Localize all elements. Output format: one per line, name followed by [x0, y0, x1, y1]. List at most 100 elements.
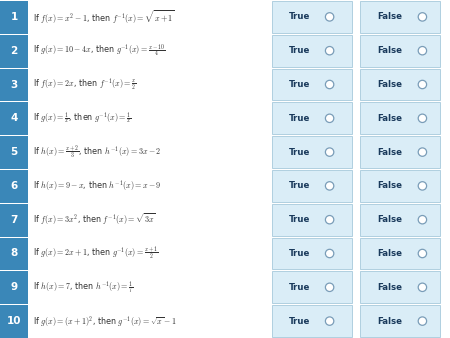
Text: 3: 3	[10, 79, 18, 90]
FancyBboxPatch shape	[0, 204, 28, 237]
FancyBboxPatch shape	[0, 170, 28, 203]
Circle shape	[418, 47, 427, 55]
FancyBboxPatch shape	[272, 170, 352, 202]
Circle shape	[418, 182, 427, 190]
Circle shape	[418, 148, 427, 156]
Text: If $h(x) = 7$, then $h^{-1}(x) = \frac{1}{7}$: If $h(x) = 7$, then $h^{-1}(x) = \frac{1…	[33, 279, 134, 295]
Text: False: False	[377, 317, 402, 325]
Circle shape	[325, 182, 334, 190]
Circle shape	[418, 80, 427, 89]
Text: False: False	[377, 114, 402, 123]
Circle shape	[325, 148, 334, 156]
Text: If $f(x) = 3x^2$, then $f^{-1}(x) = \sqrt{3x}$: If $f(x) = 3x^2$, then $f^{-1}(x) = \sqr…	[33, 212, 156, 227]
Text: 2: 2	[10, 46, 18, 56]
FancyBboxPatch shape	[360, 305, 440, 337]
Text: If $h(x) = 9 - x$, then $h^{-1}(x) = x - 9$: If $h(x) = 9 - x$, then $h^{-1}(x) = x -…	[33, 178, 162, 193]
FancyBboxPatch shape	[360, 170, 440, 202]
Circle shape	[418, 216, 427, 224]
Text: If $f(x) = 2x$, then $f^{-1}(x) = \frac{x}{2}$: If $f(x) = 2x$, then $f^{-1}(x) = \frac{…	[33, 76, 137, 93]
Text: If $f(x) = x^2 - 1$, then $f^{-1}(x) = \sqrt{x+1}$: If $f(x) = x^2 - 1$, then $f^{-1}(x) = \…	[33, 8, 175, 26]
Circle shape	[325, 216, 334, 224]
Text: If $g(x) = 10 - 4x$, then $g^{-1}(x) = \frac{x-10}{4}$: If $g(x) = 10 - 4x$, then $g^{-1}(x) = \…	[33, 43, 165, 59]
Text: True: True	[289, 182, 310, 190]
Circle shape	[418, 249, 427, 258]
Circle shape	[325, 283, 334, 291]
Text: False: False	[377, 182, 402, 190]
FancyBboxPatch shape	[28, 102, 268, 135]
FancyBboxPatch shape	[28, 271, 268, 304]
FancyBboxPatch shape	[360, 35, 440, 67]
FancyBboxPatch shape	[272, 102, 352, 134]
Text: True: True	[289, 13, 310, 21]
FancyBboxPatch shape	[272, 204, 352, 236]
Text: 10: 10	[7, 316, 21, 326]
FancyBboxPatch shape	[360, 204, 440, 236]
Text: False: False	[377, 80, 402, 89]
Text: 7: 7	[10, 215, 18, 225]
FancyBboxPatch shape	[0, 1, 28, 34]
FancyBboxPatch shape	[360, 1, 440, 33]
FancyBboxPatch shape	[272, 238, 352, 269]
FancyBboxPatch shape	[272, 35, 352, 67]
Text: False: False	[377, 283, 402, 292]
FancyBboxPatch shape	[0, 238, 28, 270]
Circle shape	[418, 13, 427, 21]
Text: False: False	[377, 215, 402, 224]
FancyBboxPatch shape	[28, 69, 268, 101]
FancyBboxPatch shape	[28, 35, 268, 68]
Text: True: True	[289, 317, 310, 325]
Text: 8: 8	[10, 248, 18, 259]
Text: If $g(x) = 2x + 1$, then $g^{-1}(x) = \frac{x+1}{2}$: If $g(x) = 2x + 1$, then $g^{-1}(x) = \f…	[33, 245, 158, 262]
FancyBboxPatch shape	[0, 271, 28, 304]
Text: True: True	[289, 215, 310, 224]
FancyBboxPatch shape	[28, 170, 268, 203]
Text: If $g(x) = (x+1)^2$, then $g^{-1}(x) = \sqrt{x} - 1$: If $g(x) = (x+1)^2$, then $g^{-1}(x) = \…	[33, 314, 177, 329]
FancyBboxPatch shape	[360, 271, 440, 303]
Text: 9: 9	[10, 282, 18, 292]
Text: 4: 4	[10, 113, 18, 123]
FancyBboxPatch shape	[0, 136, 28, 169]
Circle shape	[418, 114, 427, 122]
FancyBboxPatch shape	[0, 305, 28, 338]
Circle shape	[325, 13, 334, 21]
Text: True: True	[289, 80, 310, 89]
Circle shape	[418, 317, 427, 325]
FancyBboxPatch shape	[272, 305, 352, 337]
Text: True: True	[289, 114, 310, 123]
Text: If $g(x) = \frac{1}{x}$, then $g^{-1}(x) = \frac{1}{x}$: If $g(x) = \frac{1}{x}$, then $g^{-1}(x)…	[33, 111, 132, 126]
Text: False: False	[377, 13, 402, 21]
Text: 5: 5	[10, 147, 18, 157]
FancyBboxPatch shape	[360, 102, 440, 134]
Circle shape	[325, 114, 334, 122]
FancyBboxPatch shape	[272, 271, 352, 303]
FancyBboxPatch shape	[272, 136, 352, 168]
Circle shape	[325, 249, 334, 258]
Text: 1: 1	[10, 12, 18, 22]
FancyBboxPatch shape	[0, 35, 28, 68]
Text: 6: 6	[10, 181, 18, 191]
FancyBboxPatch shape	[272, 1, 352, 33]
FancyBboxPatch shape	[28, 238, 268, 270]
Circle shape	[325, 80, 334, 89]
FancyBboxPatch shape	[360, 136, 440, 168]
Text: True: True	[289, 249, 310, 258]
Text: True: True	[289, 46, 310, 55]
FancyBboxPatch shape	[28, 136, 268, 169]
Text: True: True	[289, 283, 310, 292]
FancyBboxPatch shape	[28, 204, 268, 237]
Text: False: False	[377, 148, 402, 156]
FancyBboxPatch shape	[0, 69, 28, 101]
Circle shape	[325, 317, 334, 325]
FancyBboxPatch shape	[28, 1, 268, 34]
FancyBboxPatch shape	[28, 305, 268, 338]
FancyBboxPatch shape	[360, 238, 440, 269]
Text: If $h(x) = \frac{x+2}{3}$, then $h^{-1}(x) = 3x - 2$: If $h(x) = \frac{x+2}{3}$, then $h^{-1}(…	[33, 144, 161, 161]
FancyBboxPatch shape	[360, 69, 440, 100]
Circle shape	[325, 47, 334, 55]
Text: True: True	[289, 148, 310, 156]
FancyBboxPatch shape	[0, 102, 28, 135]
FancyBboxPatch shape	[272, 69, 352, 100]
Circle shape	[418, 283, 427, 291]
Text: False: False	[377, 249, 402, 258]
Text: False: False	[377, 46, 402, 55]
